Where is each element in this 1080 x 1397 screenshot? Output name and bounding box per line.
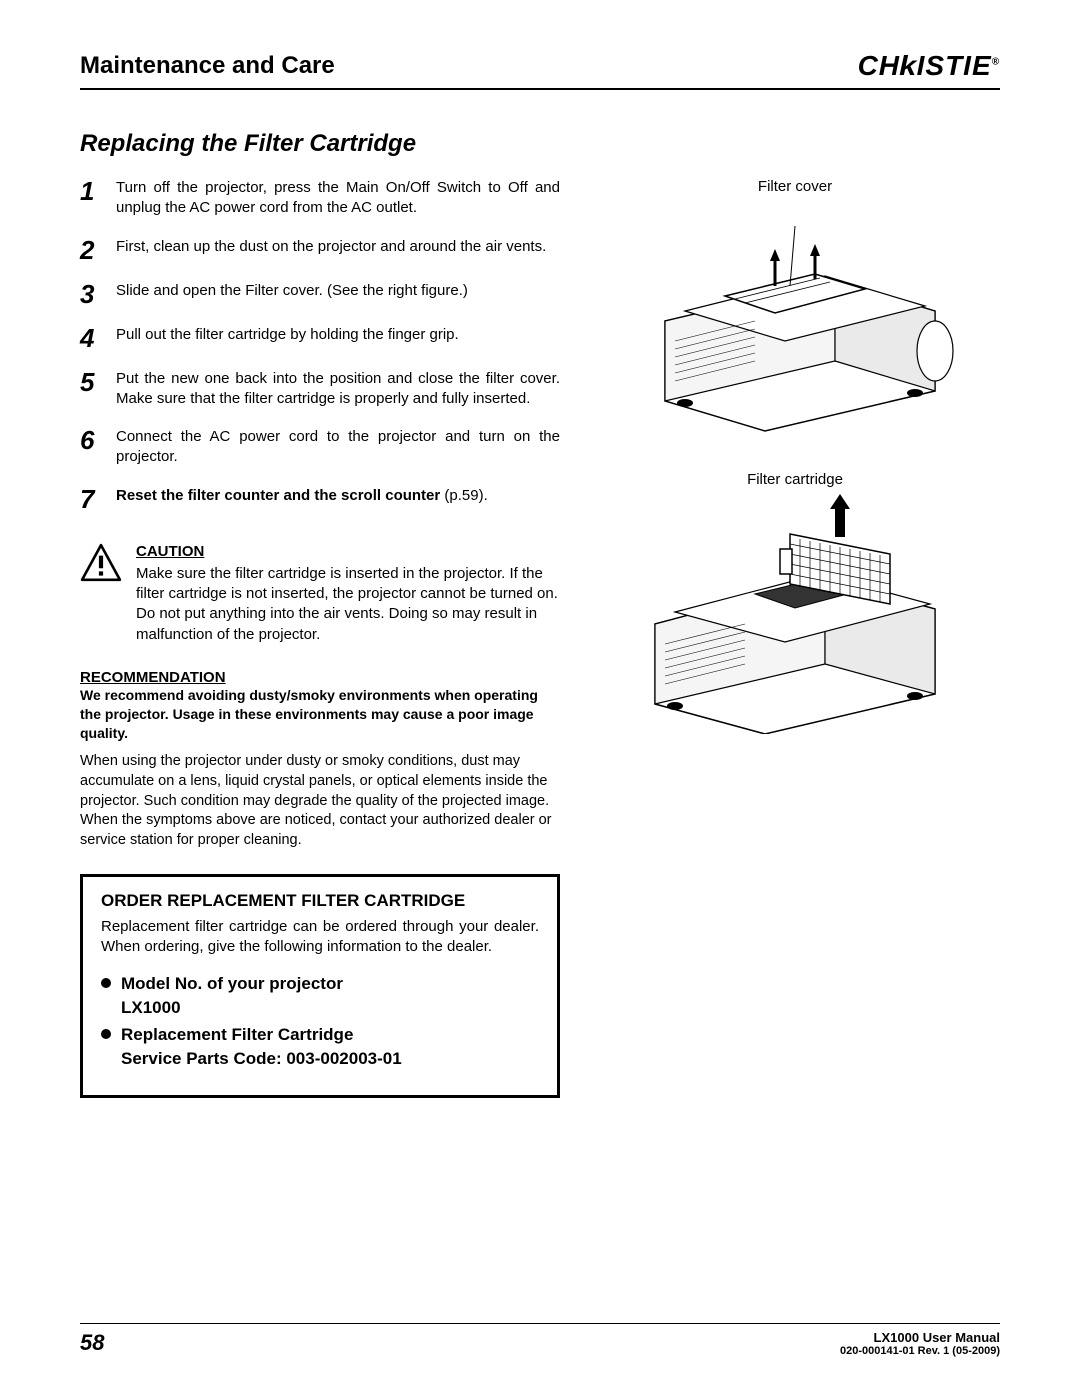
caution-block: CAUTION Make sure the filter cartridge i… bbox=[80, 542, 560, 645]
step-3: 3 Slide and open the Filter cover. (See … bbox=[80, 281, 560, 307]
brand-k: k bbox=[899, 50, 917, 82]
order-item-line1: Replacement Filter Cartridge bbox=[121, 1025, 353, 1044]
step-2: 2 First, clean up the dust on the projec… bbox=[80, 237, 560, 263]
footer-manual: LX1000 User Manual bbox=[840, 1330, 1000, 1345]
bullet-icon bbox=[101, 1029, 111, 1039]
header-title: Maintenance and Care bbox=[80, 52, 335, 80]
order-box: ORDER REPLACEMENT FILTER CARTRIDGE Repla… bbox=[80, 874, 560, 1098]
figures-column: Filter cover bbox=[590, 178, 1000, 1098]
step-4: 4 Pull out the filter cartridge by holdi… bbox=[80, 325, 560, 351]
step-text: Pull out the filter cartridge by holding… bbox=[116, 325, 459, 345]
brand-post: ISTIE bbox=[917, 50, 992, 81]
footer-revision: 020-000141-01 Rev. 1 (05-2009) bbox=[840, 1345, 1000, 1357]
step-number: 4 bbox=[80, 325, 102, 351]
page-number: 58 bbox=[80, 1330, 104, 1356]
steps-column: 1 Turn off the projector, press the Main… bbox=[80, 178, 560, 1098]
step-text: Turn off the projector, press the Main O… bbox=[116, 178, 560, 219]
caution-label: CAUTION bbox=[136, 542, 560, 562]
bullet-icon bbox=[101, 978, 111, 988]
brand-logo: CHkISTIE® bbox=[858, 50, 1000, 82]
step-number: 7 bbox=[80, 486, 102, 512]
step-text: Connect the AC power cord to the project… bbox=[116, 427, 560, 468]
order-title: ORDER REPLACEMENT FILTER CARTRIDGE bbox=[101, 891, 539, 911]
recommendation-label: RECOMMENDATION bbox=[80, 669, 560, 686]
order-item-cartridge: Replacement Filter Cartridge Service Par… bbox=[101, 1023, 539, 1071]
recommendation-body-2: When the symptoms above are noticed, con… bbox=[80, 812, 552, 848]
step-number: 6 bbox=[80, 427, 102, 453]
order-item-line2: Service Parts Code: 003-002003-01 bbox=[121, 1049, 402, 1068]
step-5: 5 Put the new one back into the position… bbox=[80, 369, 560, 410]
step-text: First, clean up the dust on the projecto… bbox=[116, 237, 546, 257]
step-7: 7 Reset the filter counter and the scrol… bbox=[80, 486, 560, 512]
recommendation-body-1: When using the projector under dusty or … bbox=[80, 753, 549, 808]
section-title: Replacing the Filter Cartridge bbox=[80, 130, 1000, 158]
page-header: Maintenance and Care CHkISTIE® bbox=[80, 50, 1000, 90]
order-item-line2: LX1000 bbox=[121, 998, 181, 1017]
step-number: 2 bbox=[80, 237, 102, 263]
figure-1-label: Filter cover bbox=[590, 178, 1000, 195]
step-text: Slide and open the Filter cover. (See th… bbox=[116, 281, 468, 301]
step-number: 1 bbox=[80, 178, 102, 204]
order-item-model: Model No. of your projector LX1000 bbox=[101, 972, 539, 1020]
step-bold: Reset the filter counter and the scroll … bbox=[116, 487, 440, 504]
step-1: 1 Turn off the projector, press the Main… bbox=[80, 178, 560, 219]
caution-text-1: Make sure the filter cartridge is insert… bbox=[136, 565, 558, 602]
step-text: Reset the filter counter and the scroll … bbox=[116, 486, 488, 506]
warning-icon bbox=[80, 542, 122, 584]
order-text: Replacement filter cartridge can be orde… bbox=[101, 917, 539, 958]
recommendation-bold: We recommend avoiding dusty/smoky enviro… bbox=[80, 686, 560, 743]
step-suffix: (p.59). bbox=[440, 487, 488, 504]
step-number: 5 bbox=[80, 369, 102, 395]
order-item-line1: Model No. of your projector bbox=[121, 974, 343, 993]
step-6: 6 Connect the AC power cord to the proje… bbox=[80, 427, 560, 468]
recommendation-block: RECOMMENDATION We recommend avoiding dus… bbox=[80, 669, 560, 850]
step-text: Put the new one back into the position a… bbox=[116, 369, 560, 410]
filter-cartridge-figure bbox=[635, 494, 955, 734]
step-number: 3 bbox=[80, 281, 102, 307]
brand-pre: CH bbox=[858, 50, 900, 81]
filter-cover-figure bbox=[635, 201, 955, 441]
page-footer: 58 LX1000 User Manual 020-000141-01 Rev.… bbox=[80, 1323, 1000, 1357]
caution-text-2: Do not put anything into the air vents. … bbox=[136, 605, 537, 642]
figure-2-label: Filter cartridge bbox=[590, 471, 1000, 488]
